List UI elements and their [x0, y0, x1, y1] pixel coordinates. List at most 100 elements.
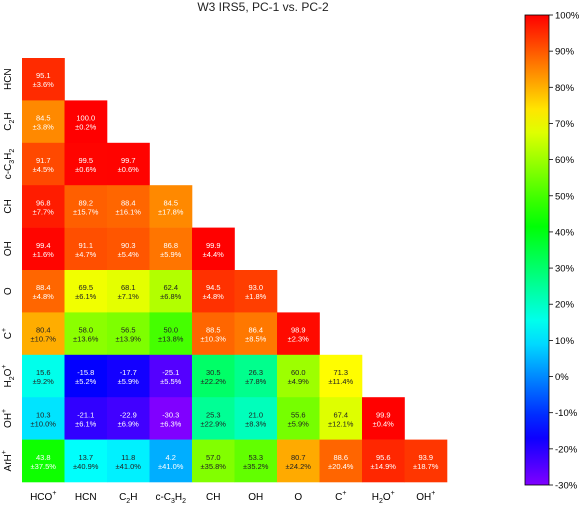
heatmap-cell-rect — [277, 439, 320, 483]
heatmap-cell: 21.0±8.3% — [234, 397, 278, 440]
heatmap-cell-rect — [234, 397, 278, 440]
cell-uncertainty-label: ±6.3% — [160, 419, 182, 428]
heatmap-cell-rect — [234, 312, 278, 356]
heatmap-cell-rect — [22, 312, 65, 356]
heatmap-cell: 62.4±6.8% — [149, 270, 193, 313]
heatmap-cell: -30.3±6.3% — [149, 397, 193, 440]
heatmap-cell-rect — [22, 270, 65, 313]
heatmap-cell-rect — [107, 312, 150, 356]
colorbar-tick-label: -30% — [555, 481, 578, 492]
cell-uncertainty-label: ±5.9% — [118, 377, 140, 386]
cell-value-label: 80.4 — [36, 326, 51, 335]
cell-uncertainty-label: ±0.2% — [75, 123, 97, 132]
colorbar-tick-label: 30% — [555, 264, 575, 275]
heatmap-cell-rect — [192, 439, 235, 483]
y-tick-label: C+ — [1, 328, 14, 339]
heatmap-cell-rect — [149, 439, 193, 483]
heatmap-cell-rect — [22, 58, 65, 101]
x-tick-label: OH+ — [416, 490, 435, 503]
heatmap-cell-rect — [362, 397, 405, 440]
cell-value-label: -30.3 — [162, 410, 179, 419]
heatmap-cell: 84.5±3.8% — [22, 100, 65, 144]
heatmap-cell: 13.7±40.9% — [64, 439, 108, 483]
cell-value-label: 88.4 — [36, 283, 51, 292]
heatmap-cell: 60.0±4.9% — [277, 354, 320, 398]
cell-value-label: 93.0 — [248, 283, 263, 292]
cell-uncertainty-label: ±6.9% — [118, 419, 140, 428]
cell-value-label: 43.8 — [36, 453, 51, 462]
cell-value-label: 30.5 — [206, 368, 221, 377]
y-tick-label: OH — [3, 241, 14, 256]
cell-uncertainty-label: ±13.9% — [116, 335, 142, 344]
heatmap-cell: 50.0±13.8% — [149, 312, 193, 356]
heatmap-cell-rect — [22, 439, 65, 483]
cell-value-label: 95.1 — [36, 71, 51, 80]
cell-uncertainty-label: ±15.7% — [73, 207, 99, 216]
cell-value-label: 88.4 — [121, 198, 136, 207]
cell-value-label: 90.3 — [121, 241, 136, 250]
heatmap-cell: -17.7±5.9% — [107, 354, 150, 398]
heatmap-cell: 88.6±20.4% — [319, 439, 363, 483]
heatmap-cell: 89.2±15.7% — [64, 185, 108, 228]
cell-uncertainty-label: ±12.1% — [328, 419, 354, 428]
heatmap-cell-rect — [22, 185, 65, 228]
chart-title: W3 IRS5, PC-1 vs. PC-2 — [197, 0, 329, 14]
heatmap-cell: 53.3±35.2% — [234, 439, 278, 483]
heatmap-cell: 86.4±8.5% — [234, 312, 278, 356]
heatmap-cell-rect — [107, 354, 150, 398]
cell-value-label: 99.5 — [78, 156, 93, 165]
heatmap-cell: 95.1±3.6% — [22, 58, 65, 101]
heatmap-cell-rect — [277, 312, 320, 356]
cell-uncertainty-label: ±5.9% — [288, 419, 310, 428]
x-tick-label: O — [294, 492, 302, 503]
heatmap-cell-rect — [64, 439, 108, 483]
x-tick-label: C2H — [119, 492, 137, 505]
heatmap-cell: 98.9±2.3% — [277, 312, 320, 356]
colorbar-tick-label: 90% — [555, 47, 575, 58]
heatmap-cell-rect — [22, 397, 65, 440]
cell-uncertainty-label: ±20.4% — [328, 462, 354, 471]
heatmap-cell-rect — [22, 142, 65, 186]
heatmap-cell-rect — [22, 354, 65, 398]
colorbar-gradient — [524, 14, 550, 486]
heatmap-cell: 69.5±6.1% — [64, 270, 108, 313]
heatmap-cell: 99.5±0.6% — [64, 142, 108, 186]
heatmap-cell: 43.8±37.5% — [22, 439, 65, 483]
colorbar-tick-label: 60% — [555, 155, 575, 166]
cell-uncertainty-label: ±1.6% — [33, 250, 55, 259]
colorbar-tick-label: -20% — [555, 444, 578, 455]
x-axis-labels: HCO+ HCN C2H c-C3H2 CH OH O C+ H2O+ OH+ — [30, 490, 435, 505]
cell-value-label: 56.5 — [121, 326, 136, 335]
cell-uncertainty-label: ±5.4% — [118, 250, 140, 259]
cell-value-label: -15.8 — [77, 368, 94, 377]
y-tick-label: O — [3, 287, 14, 295]
heatmap-cell-rect — [192, 354, 235, 398]
cell-value-label: 71.3 — [333, 368, 348, 377]
x-tick-label: H2O+ — [372, 490, 395, 505]
heatmap-cell-rect — [149, 397, 193, 440]
heatmap-cell-rect — [234, 270, 278, 313]
cell-uncertainty-label: ±4.8% — [203, 292, 225, 301]
heatmap-cell-rect — [107, 439, 150, 483]
x-tick-label: OH — [248, 492, 263, 503]
heatmap-cell: 80.4±10.7% — [22, 312, 65, 356]
x-tick-label: HCO+ — [30, 490, 56, 503]
heatmap-cell-rect — [234, 439, 278, 483]
heatmap-cell: 58.0±13.6% — [64, 312, 108, 356]
cell-value-label: 57.0 — [206, 453, 221, 462]
heatmap-cell: 26.3±7.8% — [234, 354, 278, 398]
cell-uncertainty-label: ±10.7% — [31, 335, 57, 344]
cell-value-label: 86.8 — [163, 241, 178, 250]
heatmap-cell: 11.8±41.0% — [107, 439, 150, 483]
colorbar-tick-label: -10% — [555, 408, 578, 419]
y-tick-label: ArH+ — [1, 450, 14, 471]
heatmap-cell: 88.4±16.1% — [107, 185, 150, 228]
heatmap-cell-rect — [64, 354, 108, 398]
colorbar-tick-label: 40% — [555, 227, 575, 238]
cell-value-label: 95.6 — [376, 453, 391, 462]
cell-value-label: 88.5 — [206, 326, 221, 335]
heatmap-cell-rect — [192, 397, 235, 440]
cell-uncertainty-label: ±4.8% — [33, 292, 55, 301]
heatmap-cell: 94.5±4.8% — [192, 270, 235, 313]
